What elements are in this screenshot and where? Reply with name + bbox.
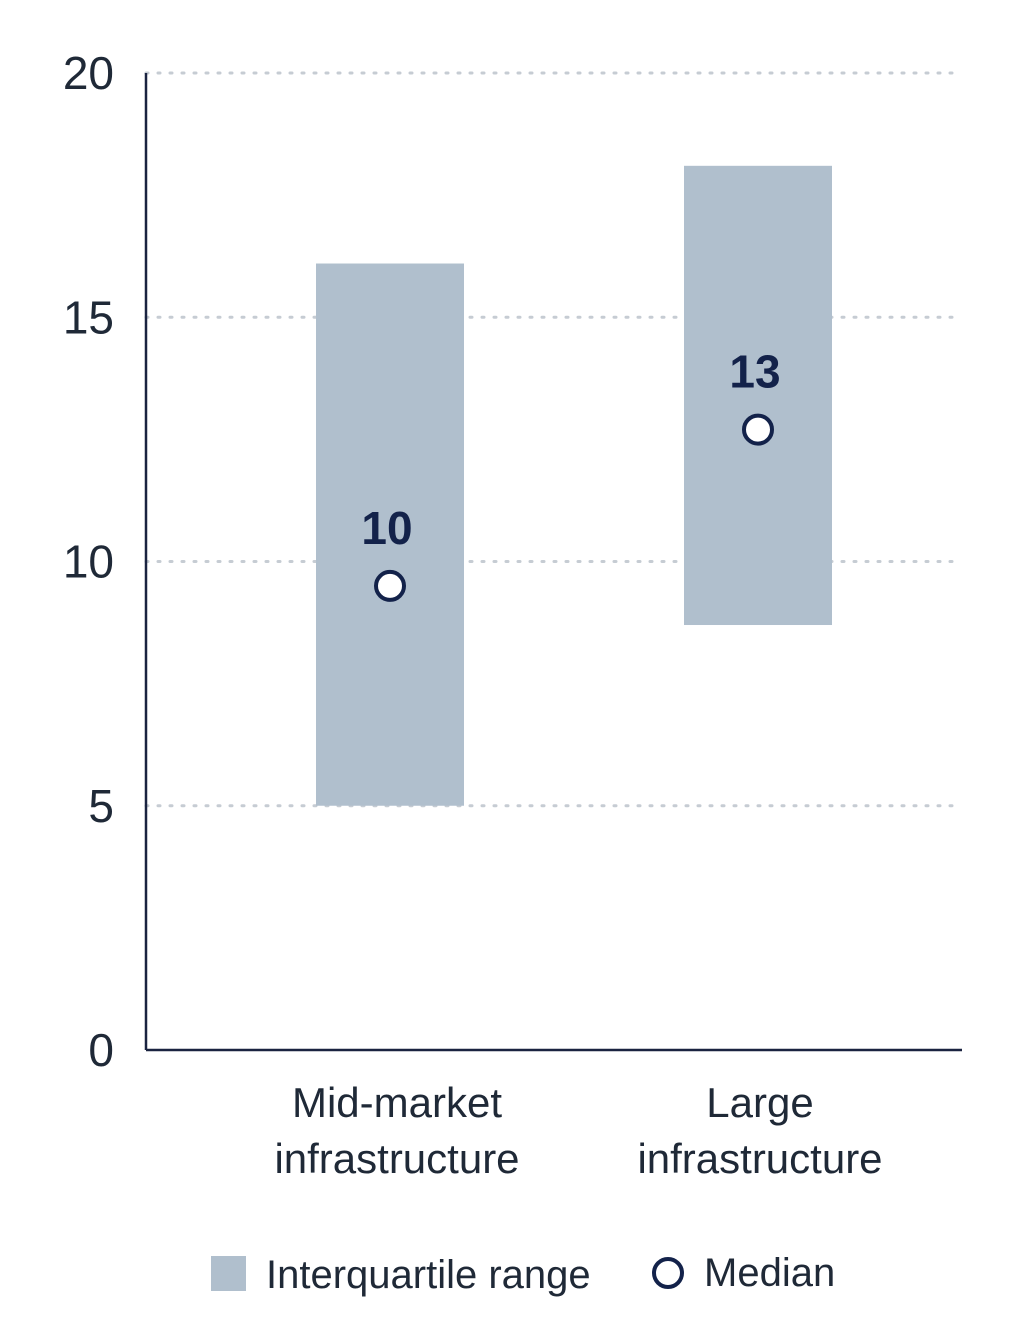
x-category-label: Mid-market (292, 1079, 502, 1126)
y-tick-label: 20 (63, 47, 114, 99)
x-category-label: infrastructure (637, 1135, 882, 1182)
y-tick-label: 10 (63, 536, 114, 588)
legend-label-iqr: Interquartile range (266, 1253, 591, 1297)
gridlines (144, 71, 964, 808)
legend-swatch-median (652, 1257, 684, 1289)
x-category-label: infrastructure (274, 1135, 519, 1182)
legend-label-median: Median (704, 1251, 835, 1295)
median-markers: 10 13 (361, 346, 781, 602)
legend-swatch-iqr (211, 1256, 246, 1291)
iqr-bar (316, 263, 464, 806)
x-category-label: Large (706, 1079, 813, 1126)
x-axis-categories: Mid-market infrastructure Large infrastruct… (274, 1079, 882, 1182)
legend: Interquartile range Median (211, 1251, 835, 1297)
iqr-bar (684, 165, 832, 626)
y-tick-label: 5 (88, 780, 114, 832)
y-tick-label: 15 (63, 291, 114, 343)
iqr-bars (316, 165, 832, 806)
median-value-label: 13 (729, 346, 780, 398)
y-tick-label: 0 (88, 1024, 114, 1076)
median-marker (374, 569, 406, 602)
median-marker (742, 413, 774, 446)
y-axis-ticks: 0 5 10 15 20 (63, 47, 114, 1076)
median-value-label: 10 (361, 502, 412, 554)
